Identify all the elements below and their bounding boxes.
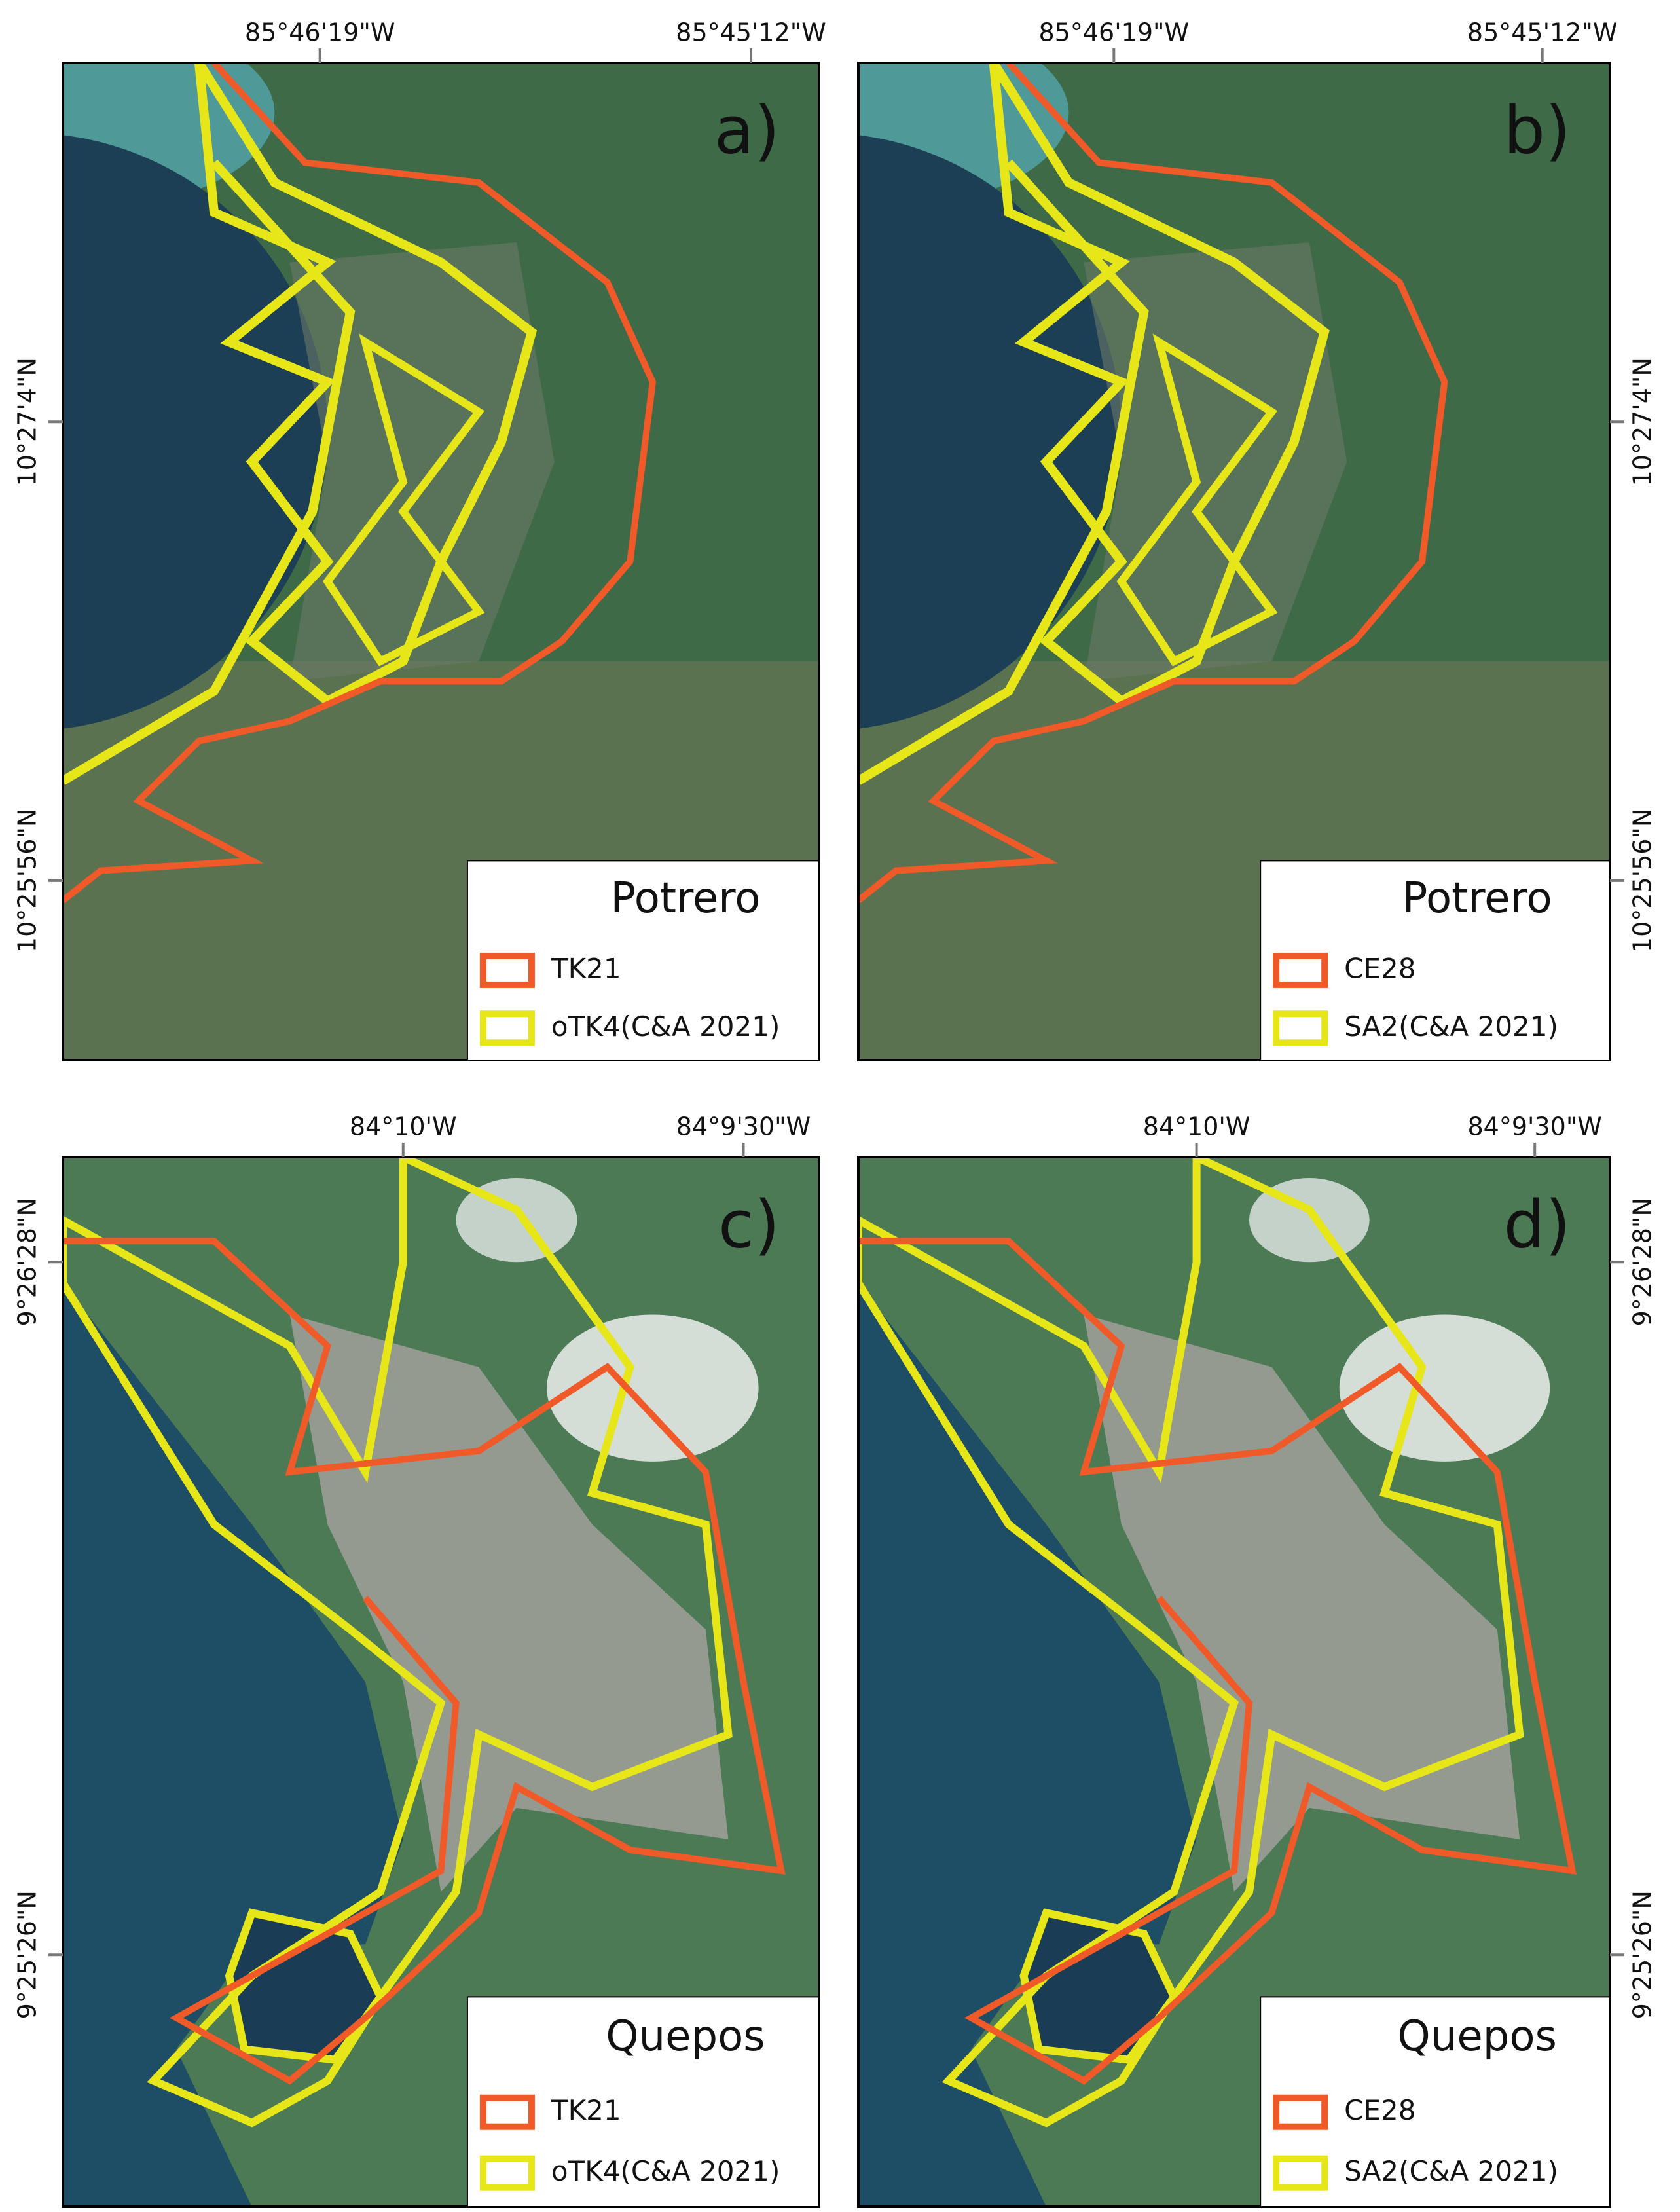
coord-label: 9°26'28"N [1628, 1198, 1657, 1326]
coord-label: 10°25'56"N [1628, 809, 1657, 953]
panel-frame [857, 1156, 1611, 2208]
town-area [289, 242, 555, 682]
legend: Quepos TK21 oTK4(C&A 2021) [466, 1996, 820, 2208]
coord-label: 10°27'4"N [13, 358, 42, 486]
map-image [63, 1157, 819, 2207]
legend-swatch [1273, 2094, 1328, 2130]
legend-label: CE28 [1344, 952, 1415, 984]
panel-frame [62, 62, 820, 1061]
map-panel: c) Quepos TK21 oTK4(C&A 2021) 84°10'W 84°9'30… [13, 1113, 820, 2208]
legend-swatch [479, 2155, 535, 2191]
bay [858, 135, 1122, 729]
harbor [225, 1908, 386, 2064]
legend-box [1260, 860, 1611, 1061]
yellow-outline [858, 159, 1149, 785]
coord-label: 10°27'4"N [1628, 358, 1657, 486]
yellow-outline [322, 333, 485, 667]
panel-frame [857, 62, 1611, 1061]
yellow-outline [858, 1157, 1524, 2128]
map-panel: b) Potrero CE28 SA2(C&A 2021) 85°46'19"W 85°4… [857, 18, 1657, 1061]
harbor [1019, 1908, 1179, 2064]
panel-letter: c) [718, 1186, 780, 1263]
legend-swatch [1273, 2155, 1328, 2191]
legend-label: oTK4(C&A 2021) [551, 2155, 780, 2187]
coord-label: 9°25'26"N [13, 1890, 42, 2019]
coord-label: 84°9'30"W [676, 1113, 811, 1141]
map-panel: d) Quepos CE28 SA2(C&A 2021) 84°10'W 84°9'30"… [857, 1113, 1657, 2208]
legend-label: oTK4(C&A 2021) [551, 1010, 780, 1042]
panel-letter: b) [1504, 92, 1571, 168]
map-panel: a) Potrero TK21 oTK4(C&A 2021) 85°46'19"W 85°… [13, 18, 826, 1061]
panel-frame [62, 1156, 820, 2208]
coord-label: 84°9'30"W [1468, 1113, 1602, 1141]
legend: Quepos CE28 SA2(C&A 2021) [1260, 1996, 1611, 2208]
coord-label: 85°45'12"W [676, 18, 826, 47]
legend-label: CE28 [1344, 2094, 1415, 2126]
panel-letter: a) [714, 92, 780, 168]
map-image [858, 1157, 1610, 2207]
place-name: Quepos [1397, 2012, 1556, 2061]
legend-label: TK21 [551, 952, 621, 984]
place-name: Potrero [610, 874, 760, 923]
legend-label: TK21 [551, 2094, 621, 2126]
legend-swatch [479, 2094, 535, 2130]
legend: Potrero CE28 SA2(C&A 2021) [1260, 860, 1611, 1061]
legend-swatch [479, 952, 535, 988]
coord-label: 85°45'12"W [1467, 18, 1618, 47]
coord-label: 84°10'W [1143, 1113, 1251, 1141]
legend: Potrero TK21 oTK4(C&A 2021) [466, 860, 820, 1061]
ocean [858, 1283, 1197, 2207]
legend-swatch [1273, 952, 1328, 988]
yellow-outline [194, 63, 538, 707]
town-area [1084, 242, 1347, 682]
yellow-outline [63, 1157, 733, 2128]
yellow-outline [1116, 333, 1278, 667]
yellow-outline [989, 63, 1330, 707]
ocean [63, 1283, 403, 2207]
red-outline [63, 63, 657, 904]
legend-label: SA2(C&A 2021) [1344, 2155, 1558, 2187]
cloud [1339, 1314, 1550, 1462]
legend-box [466, 1996, 820, 2208]
coord-label: 85°46'19"W [245, 18, 395, 47]
bay [63, 135, 328, 729]
red-outline [63, 1238, 786, 2085]
legend-swatch [1273, 1010, 1328, 1046]
panel-letter: d) [1504, 1186, 1571, 1263]
legend-box [466, 860, 820, 1061]
legend-label: SA2(C&A 2021) [1344, 1010, 1558, 1042]
coord-label: 9°26'28"N [13, 1198, 42, 1326]
red-outline [858, 1238, 1577, 2085]
coord-label: 84°10'W [350, 1113, 457, 1141]
coord-label: 85°46'19"W [1039, 18, 1190, 47]
cloud [547, 1314, 759, 1462]
place-name: Potrero [1402, 874, 1552, 923]
coord-label: 9°25'26"N [1628, 1890, 1657, 2019]
legend-swatch [479, 1010, 535, 1046]
coord-label: 10°25'56"N [13, 809, 42, 953]
yellow-outline [63, 159, 356, 785]
red-outline [858, 63, 1448, 904]
place-name: Quepos [606, 2012, 765, 2061]
legend-box [1260, 1996, 1611, 2208]
